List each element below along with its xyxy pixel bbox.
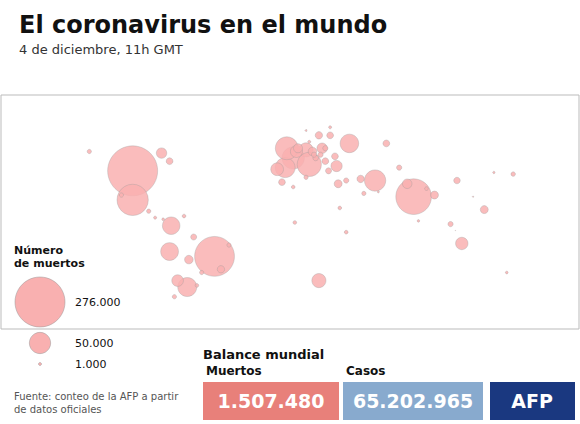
svg-text:El coronavirus en el mundo: El coronavirus en el mundo (19, 11, 387, 39)
svg-text:1.000: 1.000 (75, 358, 107, 371)
svg-text:Número: Número (14, 244, 63, 257)
svg-text:65.202.965: 65.202.965 (353, 390, 473, 412)
svg-text:4 de diciembre, 11h GMT: 4 de diciembre, 11h GMT (19, 42, 183, 57)
svg-text:de muertos: de muertos (14, 257, 85, 270)
svg-text:Fuente: conteo de la AFP a par: Fuente: conteo de la AFP a partir (14, 391, 181, 402)
svg-text:Muertos: Muertos (206, 364, 262, 378)
svg-text:Casos: Casos (346, 364, 385, 378)
svg-text:Balance mundial: Balance mundial (203, 347, 324, 362)
svg-text:AFP: AFP (511, 390, 553, 412)
svg-text:50.000: 50.000 (75, 337, 114, 350)
svg-text:de datos oficiales: de datos oficiales (14, 404, 102, 415)
svg-text:276.000: 276.000 (75, 296, 121, 309)
svg-text:1.507.480: 1.507.480 (218, 390, 325, 412)
